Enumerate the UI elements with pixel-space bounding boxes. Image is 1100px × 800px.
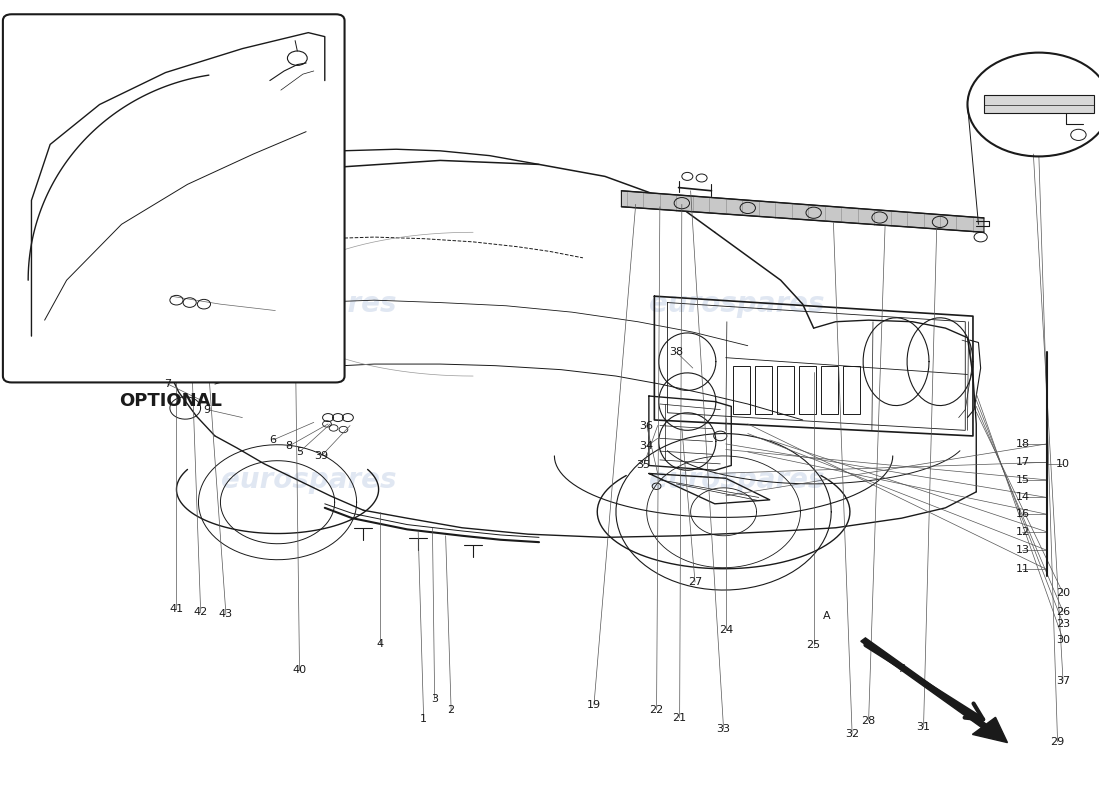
Text: 36: 36 — [640, 421, 653, 430]
Text: 4: 4 — [376, 638, 383, 649]
Text: 23: 23 — [1056, 618, 1070, 629]
Text: 5: 5 — [296, 447, 303, 457]
Text: 10: 10 — [1056, 459, 1070, 469]
Text: 15: 15 — [1015, 475, 1030, 485]
Text: 29: 29 — [1050, 737, 1065, 747]
Text: 28: 28 — [861, 716, 876, 726]
Text: 3: 3 — [431, 694, 438, 705]
Text: 40: 40 — [293, 665, 307, 675]
Text: 21: 21 — [672, 713, 686, 723]
Text: 35: 35 — [637, 461, 650, 470]
Text: 27: 27 — [688, 577, 702, 587]
Text: eurospares: eurospares — [649, 290, 825, 318]
Text: 7: 7 — [164, 379, 172, 389]
Text: A: A — [900, 664, 908, 674]
Text: 19: 19 — [587, 700, 601, 710]
Text: 39: 39 — [315, 451, 329, 461]
Text: 18: 18 — [1015, 439, 1030, 449]
Bar — [734, 366, 750, 414]
Text: 1: 1 — [420, 714, 427, 725]
Text: 6: 6 — [270, 435, 277, 445]
Text: A: A — [823, 610, 830, 621]
Text: 30: 30 — [1056, 634, 1070, 645]
Bar — [844, 366, 860, 414]
FancyArrow shape — [861, 638, 1008, 742]
Bar — [984, 95, 1093, 113]
Text: 31: 31 — [916, 722, 931, 733]
Text: OPTIONAL: OPTIONAL — [120, 392, 222, 410]
Text: 20: 20 — [1056, 588, 1070, 598]
Text: 14: 14 — [1015, 493, 1030, 502]
Text: 17: 17 — [1015, 458, 1030, 467]
Text: eurospares: eurospares — [221, 466, 396, 494]
FancyBboxPatch shape — [3, 14, 344, 382]
Text: eurospares: eurospares — [649, 466, 825, 494]
Text: 9: 9 — [204, 405, 211, 414]
Text: 32: 32 — [845, 729, 859, 739]
Bar — [800, 366, 816, 414]
Text: 25: 25 — [806, 640, 821, 650]
Bar — [822, 366, 838, 414]
Text: 33: 33 — [716, 724, 730, 734]
Text: 13: 13 — [1015, 545, 1030, 555]
Text: 2: 2 — [448, 705, 454, 715]
Text: 16: 16 — [1015, 510, 1030, 519]
Text: 26: 26 — [1056, 606, 1070, 617]
Bar — [756, 366, 772, 414]
Text: 37: 37 — [1056, 676, 1070, 686]
Text: 34: 34 — [639, 442, 653, 451]
Text: 8: 8 — [285, 442, 293, 451]
Text: 24: 24 — [718, 625, 733, 635]
Text: 11: 11 — [1015, 564, 1030, 574]
Text: 22: 22 — [649, 705, 663, 715]
Text: 38: 38 — [669, 347, 683, 357]
Text: 42: 42 — [194, 606, 208, 617]
Text: 12: 12 — [1015, 526, 1030, 537]
Bar — [778, 366, 794, 414]
Text: 41: 41 — [169, 604, 184, 614]
Text: eurospares: eurospares — [221, 290, 396, 318]
Text: 43: 43 — [219, 609, 233, 619]
Polygon shape — [621, 190, 984, 232]
